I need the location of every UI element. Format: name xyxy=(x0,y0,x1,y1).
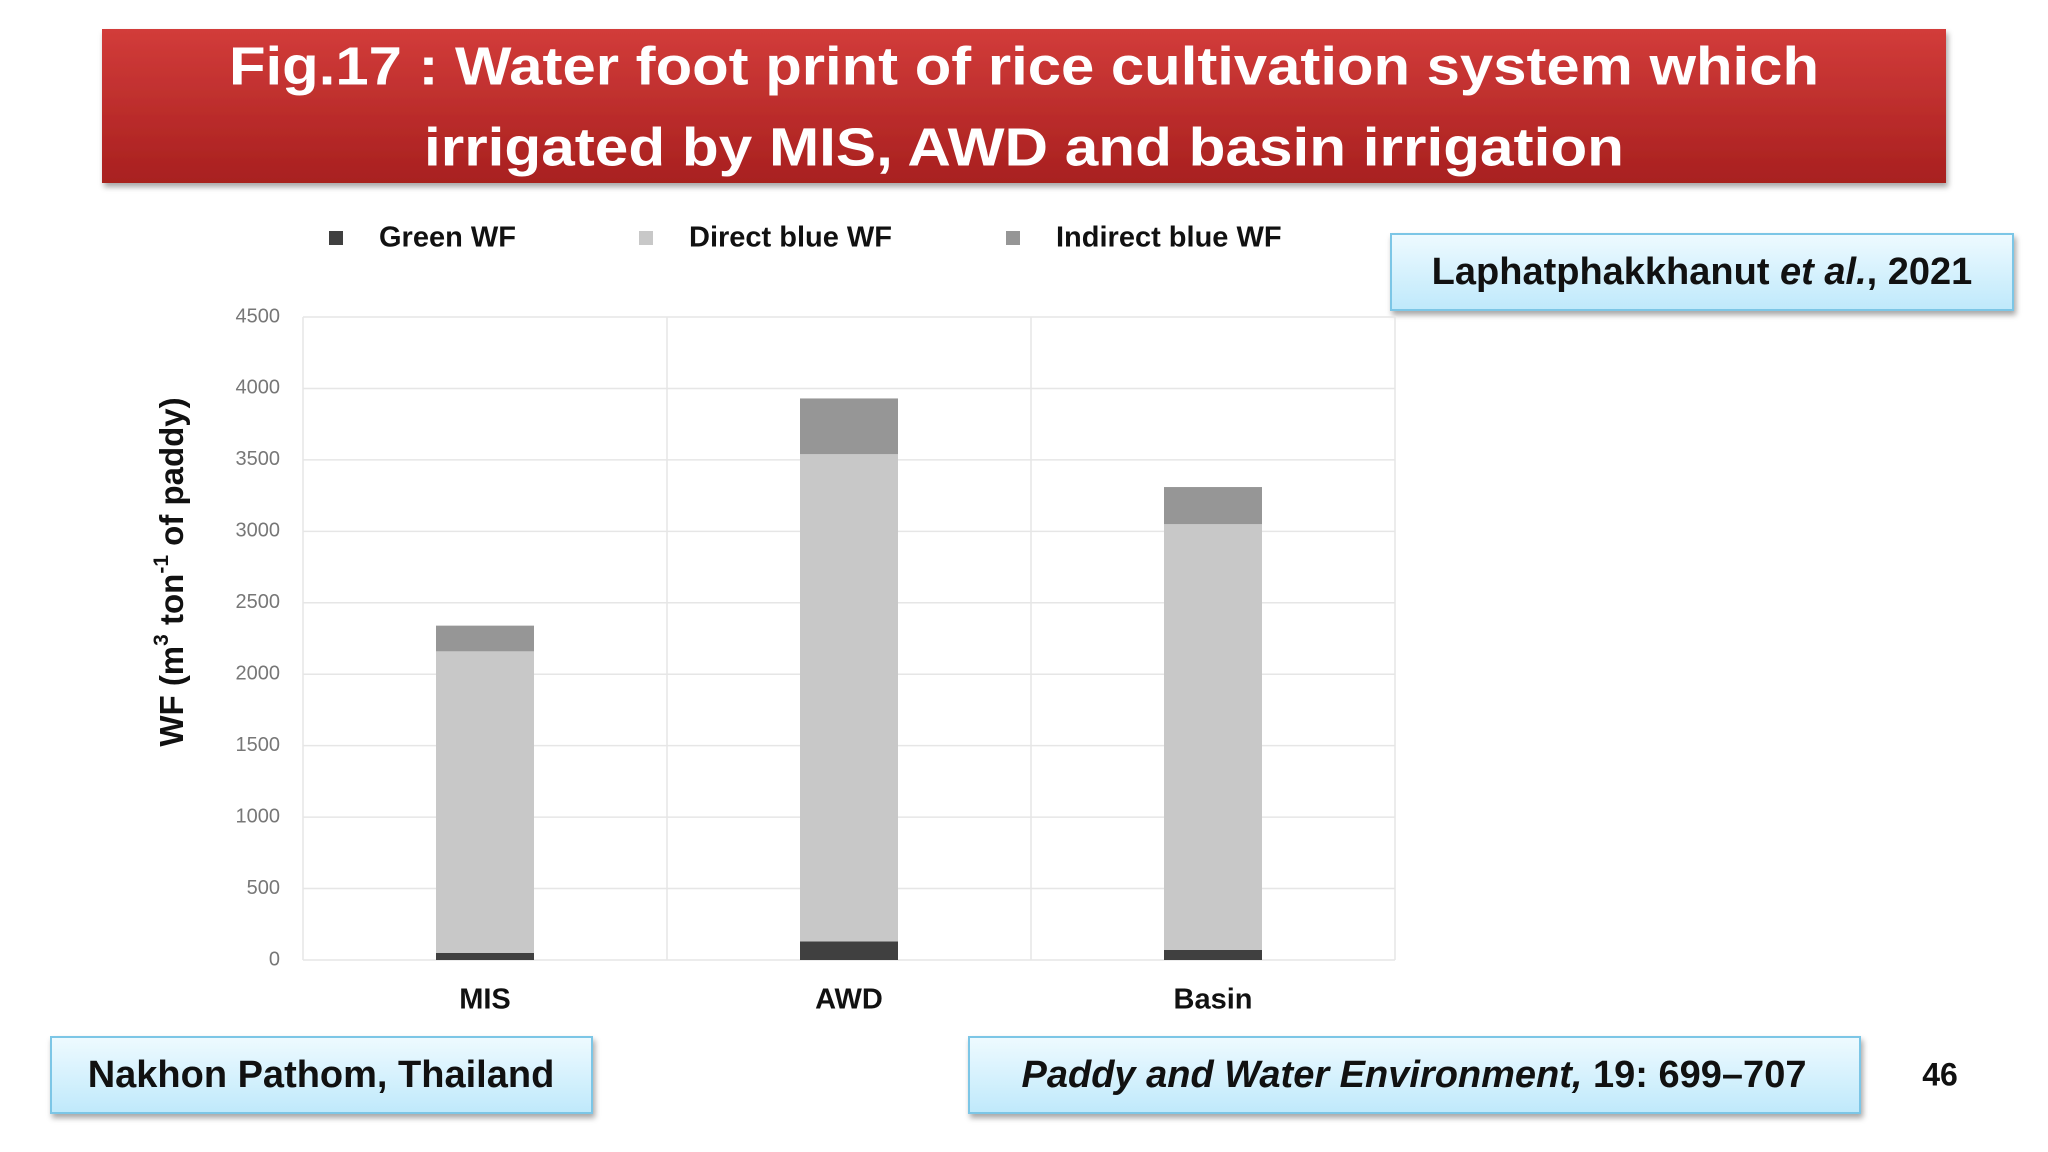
y-label-part: ton xyxy=(153,574,190,634)
y-tick-label: 4500 xyxy=(236,305,281,327)
x-tick-label: Basin xyxy=(1174,984,1253,1016)
y-tick-label: 500 xyxy=(247,877,280,899)
bar-segment xyxy=(800,454,898,942)
journal: Paddy and Water Environment, 19: 699–707 xyxy=(1022,1054,1807,1096)
legend-label: Green WF xyxy=(379,222,516,254)
y-label-part: 3 xyxy=(150,634,173,646)
title-line: irrigated by MIS, AWD and basin irrigati… xyxy=(424,117,1624,177)
x-tick-label: MIS xyxy=(459,984,511,1016)
y-tick-label: 2500 xyxy=(236,591,281,613)
y-label-part: -1 xyxy=(150,555,173,574)
journal-box xyxy=(968,1036,1861,1114)
bar-segment xyxy=(436,625,534,652)
bar-segment xyxy=(800,398,898,455)
title-banner xyxy=(102,29,1946,183)
y-tick-label: 0 xyxy=(269,948,280,970)
x-tick-label: AWD xyxy=(815,984,883,1016)
journal-part: Paddy and Water Environment, xyxy=(1022,1054,1583,1096)
y-tick-label: 1000 xyxy=(236,805,281,827)
citation-part: et al. xyxy=(1780,251,1867,293)
bar-segment xyxy=(1164,524,1262,950)
y-tick-label: 3500 xyxy=(236,448,281,470)
citation-part: Laphatphakkhanut xyxy=(1432,251,1780,293)
legend-swatch xyxy=(1006,231,1020,245)
y-tick-label: 3000 xyxy=(236,520,281,542)
legend-label: Direct blue WF xyxy=(689,222,892,254)
bar-segment xyxy=(436,651,534,953)
bar-segment xyxy=(436,952,534,960)
location-box xyxy=(50,1036,593,1114)
y-label-part: of paddy) xyxy=(153,397,190,555)
citation-box xyxy=(1390,233,2014,311)
legend-swatch xyxy=(329,231,343,245)
legend-label: Indirect blue WF xyxy=(1056,222,1282,254)
legend-swatch xyxy=(639,231,653,245)
bar-segment xyxy=(1164,487,1262,525)
citation-part: , 2021 xyxy=(1867,251,1973,293)
y-axis-label: WF (m3 ton-1 of paddy) xyxy=(150,397,190,746)
journal-part: 19: 699–707 xyxy=(1582,1054,1806,1096)
citation: Laphatphakkhanut et al., 2021 xyxy=(1432,251,1973,293)
bar-segment xyxy=(800,941,898,960)
bar-segment xyxy=(1164,949,1262,960)
y-tick-label: 2000 xyxy=(236,663,281,685)
location: Nakhon Pathom, Thailand xyxy=(88,1054,555,1096)
title-line: Fig.17 : Water foot print of rice cultiv… xyxy=(229,36,1819,96)
y-tick-label: 4000 xyxy=(236,377,281,399)
page-number: 46 xyxy=(1922,1056,1958,1092)
y-label-part: WF (m xyxy=(153,646,190,747)
y-tick-label: 1500 xyxy=(236,734,281,756)
